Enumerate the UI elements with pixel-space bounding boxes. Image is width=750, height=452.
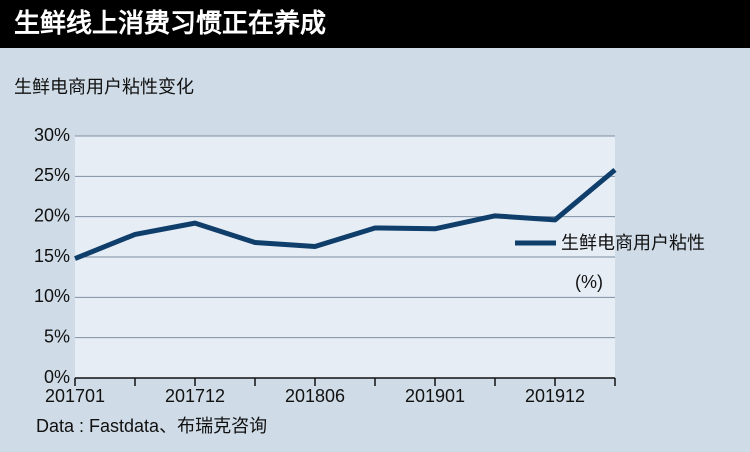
chart-title: 生鲜线上消费习惯正在养成 <box>14 8 326 38</box>
y-tick-label: 5% <box>44 326 70 346</box>
legend-label: 生鲜电商用户粘性 <box>561 233 705 253</box>
legend-unit: (%) <box>575 272 603 292</box>
x-tick-label: 201901 <box>405 386 465 406</box>
y-tick-label: 25% <box>34 165 70 185</box>
x-tick-label: 201806 <box>285 386 345 406</box>
y-tick-label: 30% <box>34 125 70 145</box>
source: Data : Fastdata、布瑞克咨询 <box>36 416 267 436</box>
y-tick-label: 20% <box>34 205 70 225</box>
x-tick-label: 201701 <box>45 386 105 406</box>
y-tick-label: 15% <box>34 246 70 266</box>
x-tick-label: 201912 <box>525 386 585 406</box>
y-tick-label: 10% <box>34 286 70 306</box>
data-line <box>74 167 617 261</box>
title-bar <box>0 0 750 48</box>
subtitle: 生鲜电商用户粘性变化 <box>14 77 194 97</box>
y-tick-label: 0% <box>44 367 70 387</box>
x-tick-label: 201712 <box>165 386 225 406</box>
